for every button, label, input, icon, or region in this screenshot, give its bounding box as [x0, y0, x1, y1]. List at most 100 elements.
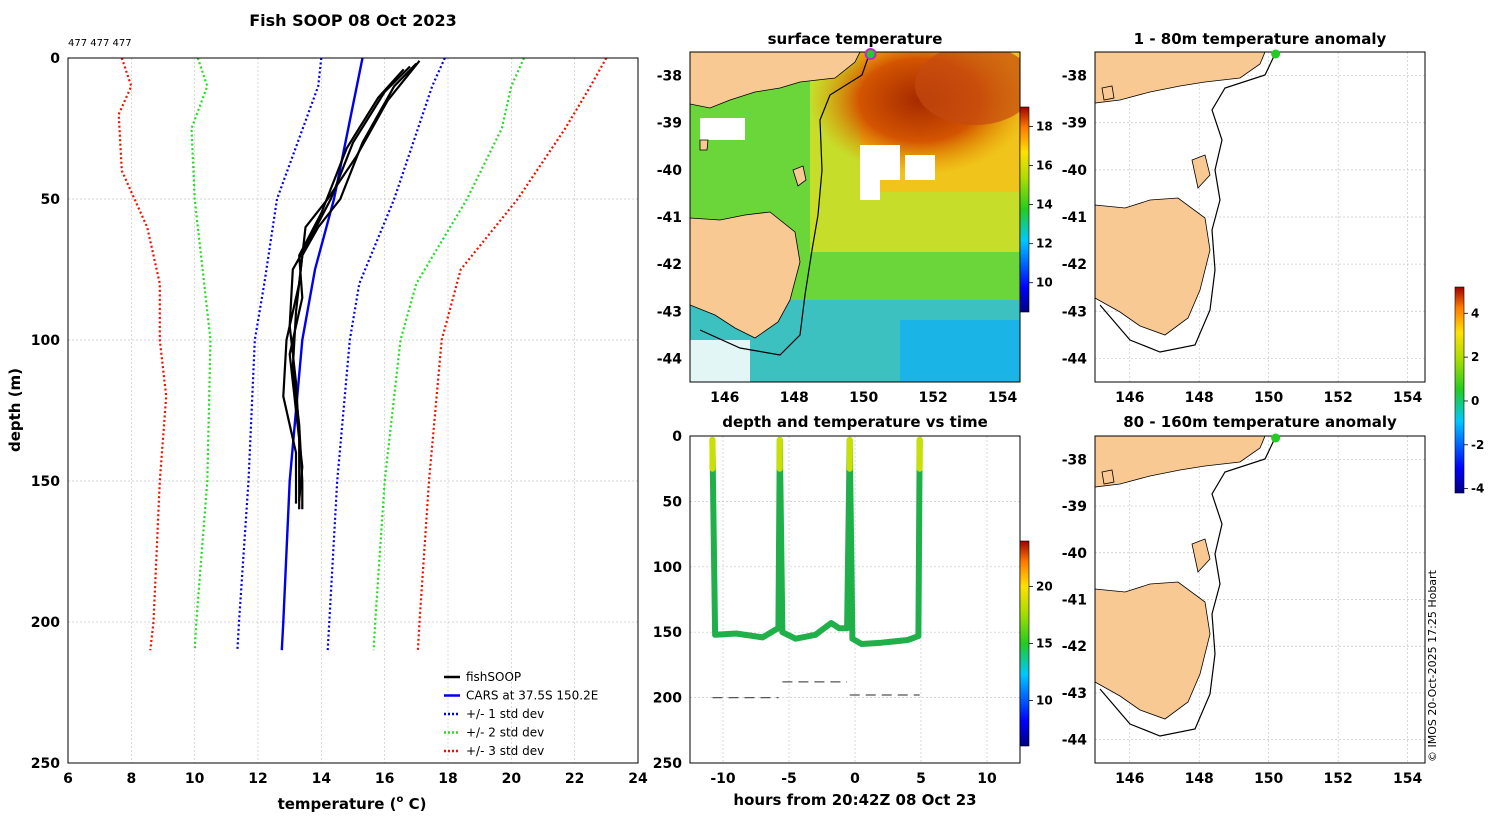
map-x-tick-label: 152: [1324, 390, 1353, 406]
anomaly-2-land-tasmania: [1094, 581, 1211, 720]
sst-land-flinders: [792, 165, 807, 187]
sst-colorbar-tick-label: 16: [1036, 159, 1053, 173]
map-y-tick-label: -41: [1062, 593, 1087, 609]
depth-time-y-tick-label: 200: [653, 691, 682, 707]
sst-colorbar-tick-label: 10: [1036, 276, 1053, 290]
anomaly-colorbar-tick-label: 2: [1471, 350, 1479, 364]
anomaly-1-land-king: [1101, 85, 1115, 101]
anomaly-colorbar-ticks: -4 -2 0 2 4: [1464, 306, 1484, 496]
anomaly-2-land-flinders: [1191, 538, 1211, 573]
map-x-tick-label: 152: [919, 390, 948, 406]
anomaly-2-frame: [1094, 435, 1426, 764]
profile-legend: fishSOOP CARS at 37.5S 150.2E +/- 1 std de…: [444, 670, 598, 758]
map-x-tick-label: 154: [1393, 390, 1422, 406]
depth-time-x-tick-label: 0: [850, 771, 860, 787]
anomaly-2-grid: [1095, 436, 1425, 763]
profile-x-tick-label: 20: [502, 771, 522, 787]
profile-y-tick-label: 0: [50, 51, 60, 67]
depth-time-colorbar-ticks: 10 15 20: [1029, 580, 1053, 707]
profile-series-fishsoop-cast-2: [288, 65, 411, 510]
profile-y-tick-label: 150: [31, 474, 60, 490]
sst-colorbar: [1019, 106, 1030, 313]
legend-label: +/- 2 std dev: [466, 726, 544, 740]
map-y-tick-label: -42: [657, 257, 682, 273]
depth-time-y-tick-label: 0: [672, 429, 682, 445]
anomaly-1-land-flinders: [1191, 154, 1211, 189]
profile-x-tick-label: 12: [248, 771, 267, 787]
map-y-tick-label: -39: [1062, 499, 1087, 515]
anomaly-2-shelf-contour: [1099, 435, 1277, 737]
profile-x-tick-label: 22: [565, 771, 584, 787]
profile-x-tick-label: 10: [185, 771, 205, 787]
depth-time-track: [709, 436, 923, 647]
profile-series--2-std-dev: [190, 57, 212, 651]
sst-cloud-gap-1: [860, 145, 900, 200]
map-x-tick-label: 148: [780, 390, 809, 406]
legend-label: +/- 1 std dev: [466, 707, 544, 721]
anomaly-2-land-king: [1101, 469, 1115, 485]
legend-label: +/- 3 std dev: [466, 744, 544, 758]
anomaly-colorbar-tick-label: 4: [1471, 306, 1479, 320]
sst-cloud-gap-2: [905, 155, 935, 180]
map-y-tick-label: -42: [1062, 257, 1087, 273]
profile-series-fishsoop-cast-3: [282, 60, 421, 504]
sst-colorbar-ticks: 10 12 14 16 18: [1029, 120, 1053, 290]
map-x-tick-label: 148: [1185, 771, 1214, 787]
anomaly-colorbar: [1454, 286, 1465, 494]
profile-series--3-std-dev: [117, 57, 168, 651]
credit-text: © IMOS 20-Oct-2025 17:25 Hobart: [1426, 569, 1439, 762]
profile-y-tick-label: 50: [41, 192, 61, 208]
anomaly-2-marker: [1271, 433, 1281, 443]
map-y-tick-label: -38: [1062, 69, 1087, 85]
map-y-tick-label: -41: [1062, 210, 1087, 226]
map-y-tick-label: -43: [657, 304, 682, 320]
profile-xlabel: temperature (o C): [278, 794, 427, 813]
profile-x-tick-label: 18: [438, 771, 457, 787]
map-y-tick-label: -39: [657, 116, 682, 132]
map-y-tick-label: -40: [1062, 546, 1088, 562]
depth-time-x-tick-label: 5: [916, 771, 926, 787]
map-y-tick-label: -44: [657, 351, 683, 367]
sst-colorbar-tick-label: 18: [1036, 120, 1053, 134]
depth-time-colorbar-tick-label: 20: [1036, 580, 1053, 594]
anomaly-1-location-marker: [1271, 49, 1281, 59]
sst-marker: [864, 48, 877, 60]
map-x-tick-label: 154: [1393, 771, 1422, 787]
anomaly-1-shelf-contour: [1099, 51, 1277, 353]
depth-time-y-tick-label: 50: [663, 494, 683, 510]
sst-shelf-contour: [699, 52, 871, 356]
profile-series-cars: [280, 57, 364, 651]
profile-series--2-std-dev: [372, 57, 526, 651]
profile-series--1-std-dev: [326, 57, 446, 651]
profile-y-tick-label: 200: [31, 615, 60, 631]
sst-field: [690, 52, 1020, 382]
map-y-tick-label: -39: [1062, 116, 1087, 132]
map-y-tick-label: -38: [1062, 452, 1087, 468]
anomaly-2-title: 80 - 160m temperature anomaly: [1123, 413, 1397, 431]
map-x-tick-label: 146: [710, 390, 739, 406]
map-x-tick-label: 146: [1115, 390, 1144, 406]
profile-axes-frame: [67, 57, 639, 764]
sst-ticks: 146 148 150 152 154 -38 -39 -40 -41 -42 -43 -44: [657, 69, 1018, 406]
map-y-tick-label: -43: [1062, 304, 1087, 320]
profile-grid: [68, 58, 638, 763]
map-y-tick-label: -44: [1062, 733, 1088, 749]
profile-lines: [117, 57, 608, 651]
depth-time-colorbar: [1019, 540, 1030, 747]
legend-label: fishSOOP: [466, 670, 521, 684]
depth-time-grid: [690, 436, 1020, 763]
profile-series--1-std-dev: [236, 57, 323, 651]
depth-time-y-tick-label: 100: [653, 560, 682, 576]
anomaly-colorbar-tick-label: 0: [1471, 394, 1479, 408]
anomaly-1-marker: [1271, 49, 1281, 59]
anomaly-1-geography: [1094, 51, 1277, 353]
map-x-tick-label: 146: [1115, 771, 1144, 787]
profile-x-tick-label: 14: [312, 771, 332, 787]
sst-colorbar-tick-label: 14: [1036, 198, 1053, 212]
sst-cloud-gap-3: [700, 118, 745, 140]
sst-cloud-gap-4: [690, 340, 750, 382]
profile-ylabel: depth (m): [6, 368, 24, 452]
depth-time-data: [709, 436, 923, 699]
